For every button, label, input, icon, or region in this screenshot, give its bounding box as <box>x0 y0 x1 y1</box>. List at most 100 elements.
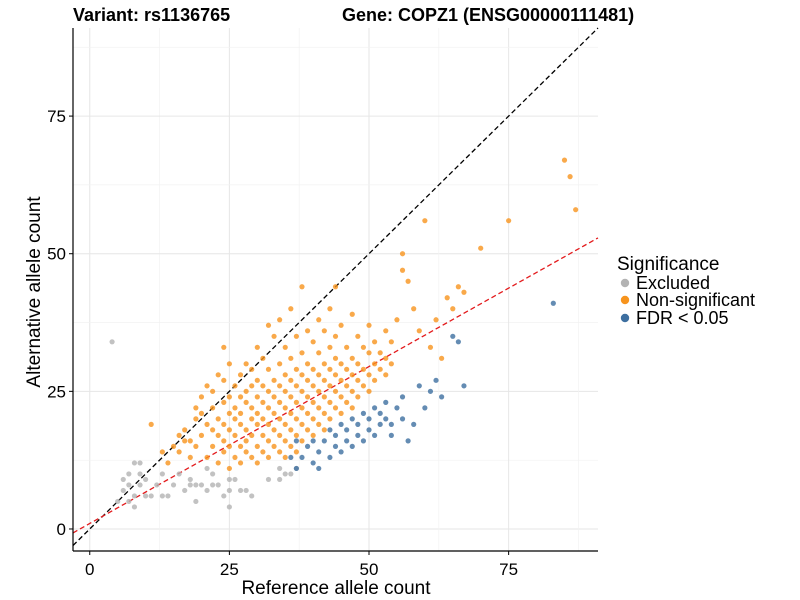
point-non-significant <box>360 383 367 389</box>
point-non-significant <box>282 388 288 394</box>
point-non-significant <box>170 443 177 449</box>
point-non-significant <box>271 394 277 400</box>
point-non-significant <box>573 207 579 213</box>
point-non-significant <box>427 344 434 350</box>
point-non-significant <box>327 416 333 422</box>
point-non-significant <box>243 388 249 394</box>
y-tick-label: 75 <box>47 107 66 126</box>
point-non-significant <box>260 449 266 455</box>
point-non-significant <box>399 267 406 273</box>
point-non-significant <box>288 355 294 361</box>
point-non-significant <box>360 344 367 350</box>
point-excluded <box>126 498 132 505</box>
point-non-significant <box>254 421 260 427</box>
point-fdr-0-05 <box>383 416 389 422</box>
point-non-significant <box>327 344 333 350</box>
point-excluded <box>120 476 126 483</box>
point-non-significant <box>332 388 339 394</box>
point-non-significant <box>277 399 283 405</box>
legend-label-non-significant: Non-significant <box>636 290 755 310</box>
point-excluded <box>277 476 283 483</box>
x-axis-label: Reference allele count <box>241 578 431 599</box>
point-non-significant <box>254 410 260 416</box>
point-non-significant <box>422 218 428 224</box>
point-non-significant <box>310 339 316 345</box>
point-non-significant <box>237 372 244 378</box>
point-non-significant <box>321 427 327 433</box>
point-fdr-0-05 <box>450 333 456 339</box>
point-non-significant <box>327 399 333 405</box>
point-non-significant <box>304 377 311 383</box>
point-fdr-0-05 <box>349 443 355 449</box>
point-non-significant <box>198 394 205 400</box>
point-non-significant <box>344 366 350 372</box>
point-non-significant <box>254 460 260 466</box>
point-non-significant <box>355 333 361 339</box>
point-non-significant <box>321 410 327 416</box>
point-fdr-0-05 <box>360 410 367 416</box>
point-non-significant <box>293 383 300 389</box>
point-fdr-0-05 <box>371 405 378 411</box>
point-non-significant <box>210 405 216 411</box>
point-non-significant <box>237 421 244 427</box>
y-tick-label: 50 <box>47 245 66 264</box>
point-non-significant <box>265 405 272 411</box>
point-non-significant <box>299 350 305 356</box>
point-non-significant <box>254 377 260 383</box>
point-fdr-0-05 <box>439 394 445 400</box>
point-non-significant <box>316 388 322 394</box>
point-excluded <box>137 482 143 488</box>
point-non-significant <box>226 465 232 472</box>
point-non-significant <box>288 410 294 416</box>
point-non-significant <box>215 460 221 466</box>
point-non-significant <box>237 410 244 416</box>
point-non-significant <box>310 366 316 372</box>
point-fdr-0-05 <box>316 449 322 455</box>
point-fdr-0-05 <box>399 416 406 422</box>
point-fdr-0-05 <box>383 399 389 405</box>
tick-labels: 0 25 50 75 0 25 50 75 <box>47 107 518 579</box>
point-fdr-0-05 <box>455 339 461 345</box>
point-non-significant <box>327 383 333 389</box>
point-fdr-0-05 <box>327 454 333 461</box>
point-non-significant <box>388 339 394 345</box>
point-non-significant <box>249 416 255 422</box>
point-non-significant <box>277 317 283 323</box>
point-non-significant <box>304 328 311 334</box>
point-non-significant <box>293 432 300 438</box>
point-excluded <box>226 476 232 483</box>
point-non-significant <box>226 410 232 416</box>
point-non-significant <box>210 443 216 449</box>
point-non-significant <box>444 295 450 301</box>
y-tick-label: 0 <box>57 520 66 539</box>
point-fdr-0-05 <box>288 454 294 461</box>
point-non-significant <box>433 317 439 323</box>
point-non-significant <box>165 460 171 466</box>
point-non-significant <box>399 251 406 257</box>
point-non-significant <box>215 416 221 422</box>
point-non-significant <box>265 438 272 444</box>
point-non-significant <box>271 377 277 383</box>
point-excluded <box>131 504 138 510</box>
point-fdr-0-05 <box>377 421 383 427</box>
point-non-significant <box>260 432 266 438</box>
point-non-significant <box>237 443 244 449</box>
point-non-significant <box>232 405 238 411</box>
point-non-significant <box>215 372 221 378</box>
point-non-significant <box>310 383 316 389</box>
point-non-significant <box>226 361 232 367</box>
point-excluded <box>193 498 199 505</box>
point-fdr-0-05 <box>355 421 361 427</box>
point-non-significant <box>265 421 272 427</box>
point-non-significant <box>271 427 277 433</box>
point-non-significant <box>277 449 283 455</box>
point-excluded <box>215 482 221 488</box>
point-non-significant <box>221 438 227 444</box>
point-non-significant <box>198 410 205 416</box>
point-non-significant <box>282 421 288 427</box>
point-fdr-0-05 <box>338 449 344 455</box>
point-excluded <box>187 476 193 483</box>
point-non-significant <box>439 355 445 361</box>
point-fdr-0-05 <box>338 421 344 427</box>
point-non-significant <box>249 432 255 438</box>
